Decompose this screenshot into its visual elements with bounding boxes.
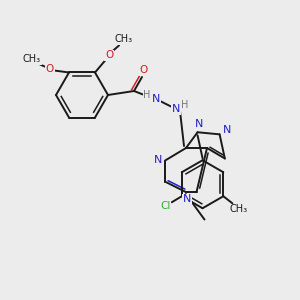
Text: CH₃: CH₃	[229, 204, 248, 214]
Text: N: N	[195, 119, 204, 129]
Text: O: O	[140, 65, 148, 75]
Text: N: N	[172, 104, 180, 114]
Text: N: N	[222, 125, 231, 135]
Text: H: H	[143, 90, 151, 100]
Text: Cl: Cl	[160, 201, 171, 211]
Text: CH₃: CH₃	[23, 55, 41, 64]
Text: N: N	[154, 154, 162, 165]
Text: CH₃: CH₃	[115, 34, 133, 44]
Text: N: N	[183, 194, 191, 204]
Text: H: H	[181, 100, 189, 110]
Text: N: N	[152, 94, 160, 104]
Text: O: O	[105, 50, 113, 61]
Text: O: O	[46, 64, 54, 74]
